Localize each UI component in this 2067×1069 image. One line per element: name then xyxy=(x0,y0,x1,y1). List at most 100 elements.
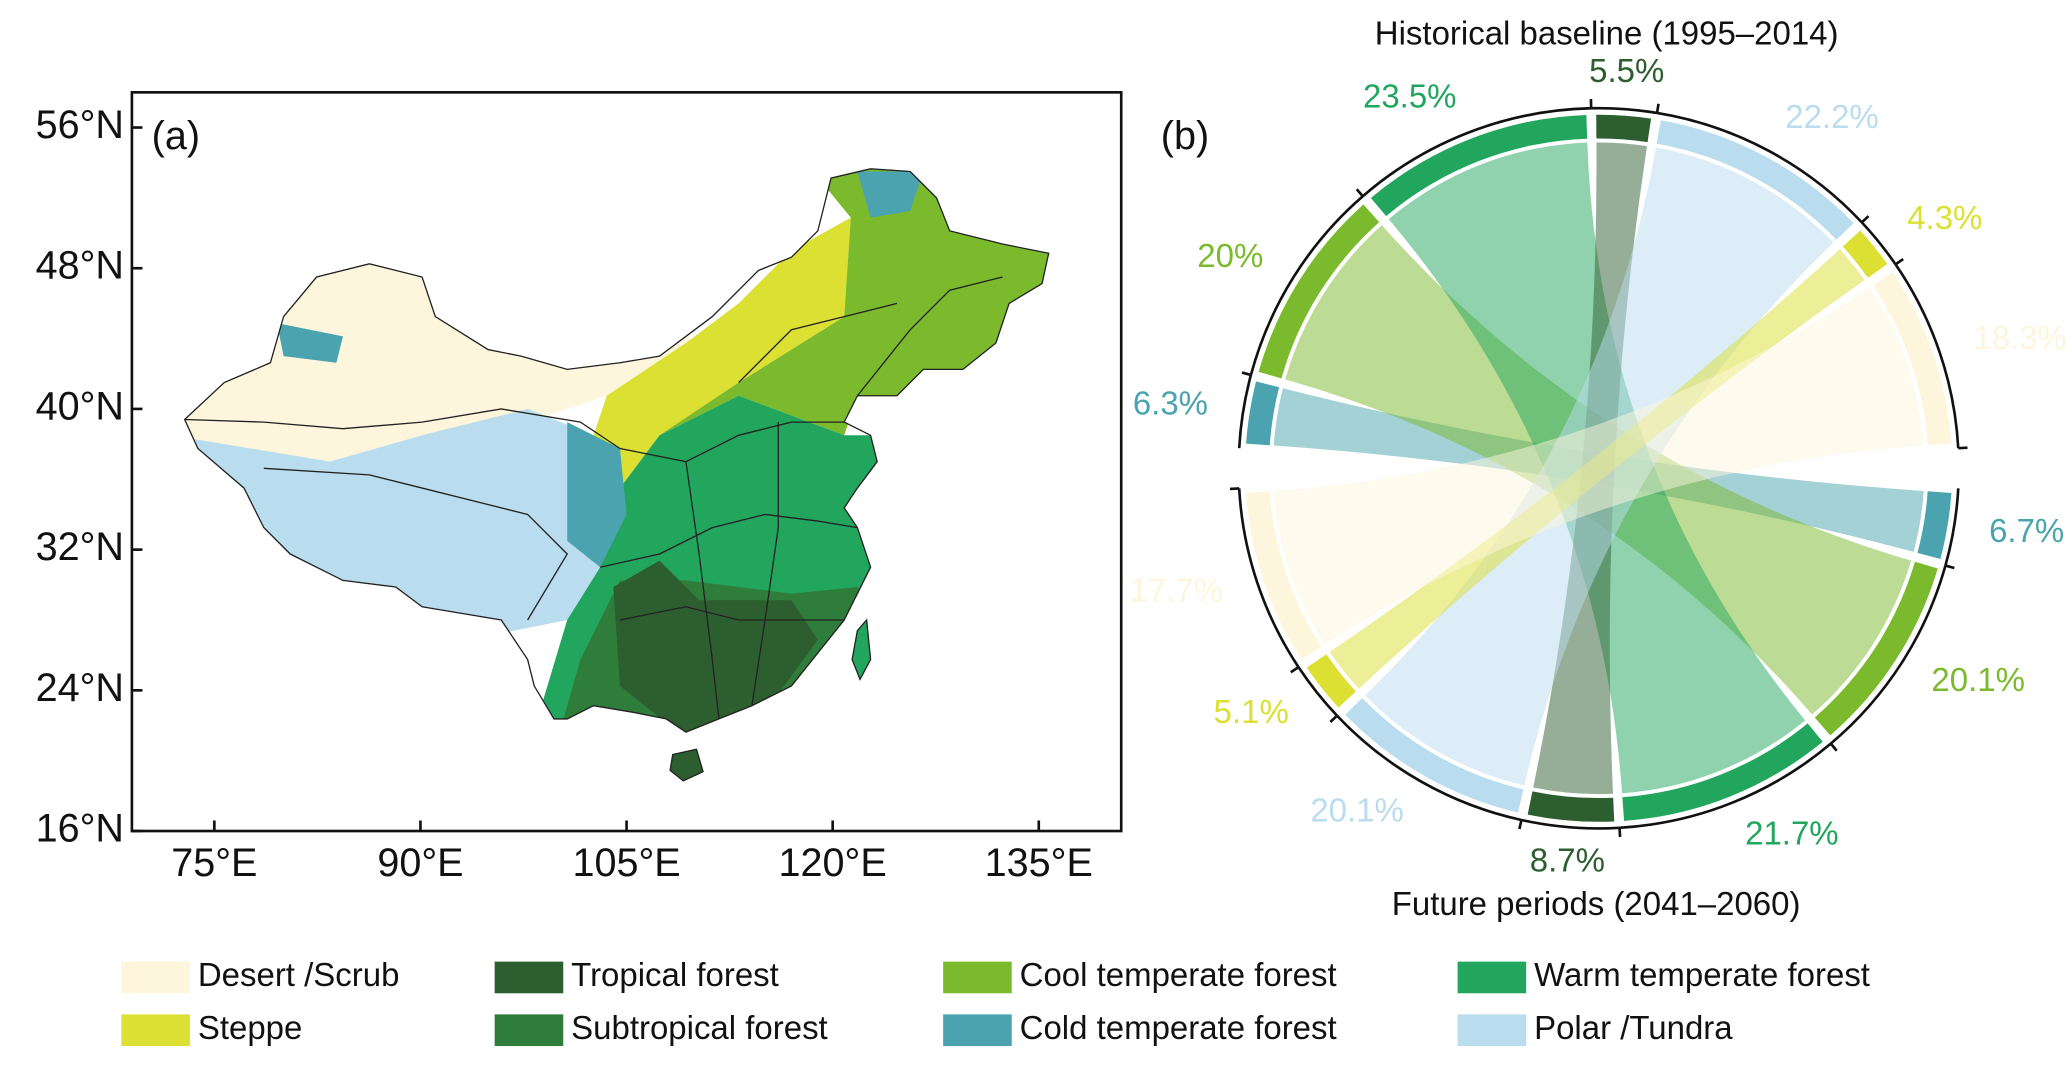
y-tick-label: 16°N xyxy=(36,806,124,850)
value-label: 8.7% xyxy=(1530,841,1605,878)
axis-arc xyxy=(1336,714,1522,822)
province-border xyxy=(738,302,898,384)
ribbons xyxy=(1273,142,1924,795)
legend-label: Polar /Tundra xyxy=(1534,1009,1733,1046)
group-arc xyxy=(1873,272,1952,446)
x-tick-label: 90°E xyxy=(377,841,463,885)
axis-tick xyxy=(1894,258,1904,266)
axis-tick xyxy=(1329,714,1338,723)
value-label: 18.3% xyxy=(1973,319,2066,356)
axis-tick xyxy=(1860,215,1870,224)
axis-arc xyxy=(1249,195,1364,376)
x-tick-label: 135°E xyxy=(985,841,1093,885)
legend-swatch xyxy=(1457,1014,1527,1047)
axis-arc xyxy=(1860,221,1897,266)
map xyxy=(183,168,1050,782)
value-label: 17.7% xyxy=(1130,572,1223,609)
province-border xyxy=(619,421,845,463)
legend-swatch xyxy=(494,1014,564,1047)
chord-diagram: (b) 6.3% 20% 23.5% 5.5% 22.2% 4.3% 18.3% 6.7% 20.… xyxy=(1130,14,2067,922)
y-tick-label: 56°N xyxy=(36,103,124,147)
group-arc xyxy=(1917,491,1952,560)
value-label: 5.1% xyxy=(1214,693,1289,730)
axis-arc xyxy=(1237,374,1253,449)
province-border xyxy=(263,467,569,621)
ribbon xyxy=(1273,287,1924,645)
value-label: 21.7% xyxy=(1745,815,1838,852)
axis-tick xyxy=(1290,666,1300,674)
legend-label: Steppe xyxy=(198,1009,303,1046)
province-border xyxy=(856,276,1003,397)
panel-label: (a) xyxy=(152,114,200,158)
group-arc xyxy=(1246,491,1322,660)
group-arc xyxy=(1527,791,1615,822)
province-border xyxy=(600,513,858,568)
province-border xyxy=(184,408,621,450)
group-arc xyxy=(1842,230,1888,278)
value-label: 22.2% xyxy=(1785,98,1878,135)
axis-tick xyxy=(1829,742,1838,752)
x-tick-label: 75°E xyxy=(171,841,257,885)
group-arc xyxy=(1596,114,1652,143)
legend-label: Desert /Scrub xyxy=(198,956,400,993)
legend-swatch xyxy=(943,961,1012,994)
group-arc xyxy=(1622,723,1823,821)
axis-arc xyxy=(1521,818,1620,830)
axis-tick xyxy=(1241,371,1252,377)
axis-arc xyxy=(1944,488,1960,566)
group-arc xyxy=(1246,381,1280,446)
legend-label: Cold temperate forest xyxy=(1020,1009,1337,1046)
axis-tick xyxy=(1958,446,1968,450)
axis-arc xyxy=(1829,565,1947,745)
axis-arc xyxy=(1656,111,1863,224)
x-tick-label: 120°E xyxy=(779,841,887,885)
axis-tick xyxy=(1518,819,1523,830)
axis-arc xyxy=(1591,106,1658,115)
axis-tick xyxy=(1618,827,1622,838)
legend-label: Tropical forest xyxy=(571,956,779,993)
value-label: 23.5% xyxy=(1363,78,1456,115)
group-arc xyxy=(1345,698,1524,813)
axis-tick xyxy=(1229,487,1240,491)
province-border xyxy=(751,422,779,706)
value-label: 5.5% xyxy=(1589,52,1664,89)
cold-temperate-patch xyxy=(857,171,924,218)
legend-swatch xyxy=(1457,961,1527,994)
country-border xyxy=(183,168,1050,733)
y-tick-label: 48°N xyxy=(36,244,124,288)
value-label: 4.3% xyxy=(1907,199,1982,236)
y-tick-label: 40°N xyxy=(36,384,124,428)
legend-label: Cool temperate forest xyxy=(1020,956,1337,993)
y-tick-label: 24°N xyxy=(36,666,124,710)
legend-swatch xyxy=(494,961,564,994)
value-label: 6.3% xyxy=(1133,384,1208,421)
taiwan-island xyxy=(851,618,872,681)
steppe-zone xyxy=(593,217,851,489)
legend-label: Subtropical forest xyxy=(571,1009,828,1046)
panel-label: (b) xyxy=(1161,114,1209,158)
group-arc xyxy=(1814,561,1938,736)
series-title: Historical baseline (1995–2014) xyxy=(1375,14,1839,51)
x-tick-label: 105°E xyxy=(572,841,680,885)
y-tick-label: 32°N xyxy=(36,525,124,569)
legend-swatch xyxy=(121,1014,190,1047)
hainan-island xyxy=(669,748,704,782)
value-label: 20.1% xyxy=(1310,791,1403,828)
group-arc xyxy=(1656,120,1854,240)
axis-tick xyxy=(1945,564,1955,570)
axis-arc xyxy=(1361,106,1592,198)
value-label: 6.7% xyxy=(1989,512,2064,549)
axis-tick xyxy=(1355,188,1364,198)
group-arc xyxy=(1258,204,1380,379)
group-arc xyxy=(1306,654,1356,708)
legend-swatch xyxy=(121,961,190,994)
legend-label: Warm temperate forest xyxy=(1534,956,1870,993)
province-border xyxy=(619,606,845,621)
series-title: Future periods (2041–2060) xyxy=(1392,885,1801,922)
cold-temperate-patch xyxy=(567,422,627,568)
vegetation-zones xyxy=(184,168,1049,733)
axis-arc xyxy=(1619,742,1832,830)
value-label: 20.1% xyxy=(1931,661,2024,698)
